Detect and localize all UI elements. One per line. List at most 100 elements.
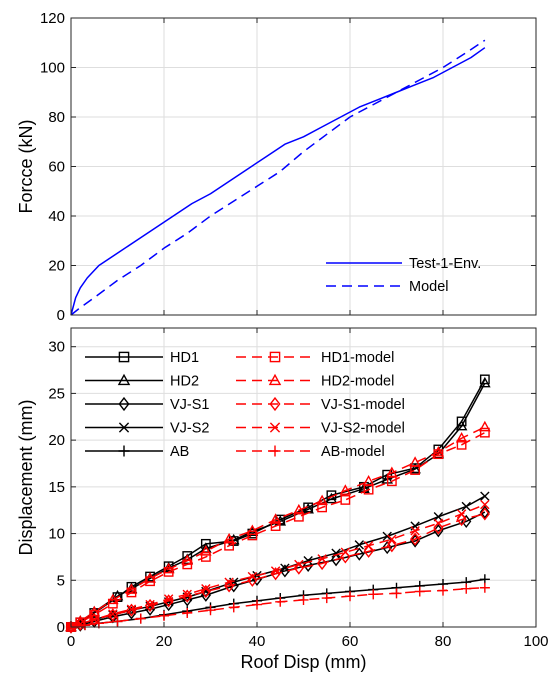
data-point-vj-s2-model <box>480 499 490 510</box>
legend-marker <box>269 396 281 412</box>
legend-entry-hd2-model: HD2-model <box>236 374 394 390</box>
data-point-vj-s2 <box>331 548 341 558</box>
legend-entry-vj-s1: VJ-S1 <box>85 396 210 413</box>
legend-label: HD2 <box>170 374 199 390</box>
y-tick-label: 10 <box>48 526 65 543</box>
data-point-vj-s2 <box>382 531 392 542</box>
series-line-test-1-env <box>70 47 486 316</box>
legend-entry-hd2: HD2 <box>85 374 199 390</box>
data-point-vj-s2-model <box>270 566 281 576</box>
legend-marker <box>268 373 282 386</box>
data-point-vj-s2 <box>354 540 364 550</box>
x-axis-label: Roof Disp (mm) <box>240 652 366 672</box>
data-point-vj-s1 <box>354 547 365 561</box>
data-point-hd2-model <box>246 524 259 536</box>
legend-label: AB <box>170 444 189 460</box>
data-point-vj-s2-model <box>317 554 327 564</box>
data-point-vj-s2-model <box>456 509 467 519</box>
series-line-vj-s1-model <box>70 513 486 628</box>
legend-marker <box>269 445 281 457</box>
data-point-hd2-model <box>293 503 305 515</box>
series-line-hd1-model <box>70 431 486 628</box>
data-point-hd1-model <box>293 511 304 522</box>
series-vj-s2-model <box>66 499 490 632</box>
legend-label: HD1 <box>170 350 199 366</box>
series-line-vj-s2-model <box>70 503 486 628</box>
legend-marker <box>118 396 130 412</box>
series-model <box>70 39 486 316</box>
legend-marker <box>118 422 130 433</box>
legend-marker <box>117 373 131 386</box>
legend-entry-vj-s2-model: VJ-S2-model <box>236 421 405 437</box>
legend-label: AB-model <box>321 444 385 460</box>
data-point-vj-s2-model <box>410 526 420 536</box>
data-point-ab-model <box>205 605 216 616</box>
data-point-vj-s1-model <box>410 532 421 546</box>
data-point-ab-model <box>275 596 286 607</box>
y-tick-label: 40 <box>48 208 65 225</box>
data-point-hd1-model <box>456 439 467 450</box>
data-point-ab-model <box>368 589 379 600</box>
force-panel: 0 20 40 60 80 100 120 Forcce (kN) Test-1-Env. Mod… <box>16 10 537 324</box>
y-tick-label: 100 <box>40 60 65 77</box>
series-hd2-model <box>65 420 491 632</box>
data-point-ab-model <box>414 586 425 597</box>
x-tick-label: 40 <box>249 633 266 650</box>
data-point-vj-s2 <box>480 491 490 501</box>
data-point-vj-s2-model <box>340 547 351 557</box>
data-point-ab-model <box>182 607 193 619</box>
legend-label: VJ-S1 <box>170 397 210 413</box>
legend-entry-ab-model: AB-model <box>236 444 385 460</box>
data-point-ab-model <box>112 616 123 627</box>
legend-marker <box>118 445 130 457</box>
data-point-hd2-model <box>386 466 398 478</box>
data-point-vj-s2-model <box>247 571 258 582</box>
data-point-hd1-model <box>479 427 490 438</box>
data-point-ab-model <box>135 613 146 624</box>
data-point-hd2-model <box>181 554 194 565</box>
data-point-hd1-model <box>247 530 258 541</box>
y-tick-label: 0 <box>57 619 65 636</box>
series-ab-model <box>65 582 490 633</box>
x-tick-label: 0 <box>67 633 75 650</box>
legend-entry-test-1-env: Test-1-Env. <box>326 256 481 272</box>
series-line-model <box>70 39 486 316</box>
series-test-1-env <box>70 47 486 316</box>
data-point-ab-model <box>391 588 402 599</box>
legend-entry-model: Model <box>326 279 449 295</box>
data-point-vj-s2-model <box>201 583 211 594</box>
legend-label: Model <box>409 279 449 295</box>
data-point-hd2-model <box>269 513 282 524</box>
data-point-hd2-model <box>339 484 352 495</box>
data-point-vj-s2-model <box>126 604 137 614</box>
legend: Test-1-Env. Model <box>326 256 481 295</box>
legend-entry-ab: AB <box>85 444 189 460</box>
data-point-vj-s2-model <box>294 559 304 570</box>
data-point-hd1-model <box>200 552 211 562</box>
data-point-vj-s1 <box>479 505 490 519</box>
data-point-ab-model <box>158 610 170 621</box>
displacement-panel: 0 20 40 60 80 100 0 5 10 15 20 25 30 Displacement (mm… <box>16 327 549 672</box>
data-point-ab-model <box>79 620 90 631</box>
x-tick-label: 20 <box>156 633 173 650</box>
series-line-hd2-model <box>70 426 486 628</box>
data-point-vj-s2 <box>461 501 471 512</box>
data-point-ab-model <box>344 591 356 602</box>
data-point-hd2-model <box>432 445 445 457</box>
x-tick-label: 80 <box>435 633 452 650</box>
data-point-vj-s2 <box>280 563 290 573</box>
data-point-hd2-model <box>409 456 421 467</box>
data-point-vj-s1-model <box>479 507 490 521</box>
data-point-vj-s2-model <box>224 577 234 587</box>
y-tick-label: 60 <box>48 159 65 176</box>
data-point-hd2-model <box>88 605 101 617</box>
data-point-ab-model <box>321 592 332 604</box>
legend-label: VJ-S2 <box>170 421 210 437</box>
data-point-hd1-model <box>270 521 281 531</box>
data-point-vj-s2-model <box>145 599 155 610</box>
data-point-ab-model <box>228 602 239 613</box>
y-tick-label: 5 <box>57 572 65 589</box>
data-point-hd2-model <box>362 474 375 486</box>
data-point-ab-model <box>251 599 263 610</box>
